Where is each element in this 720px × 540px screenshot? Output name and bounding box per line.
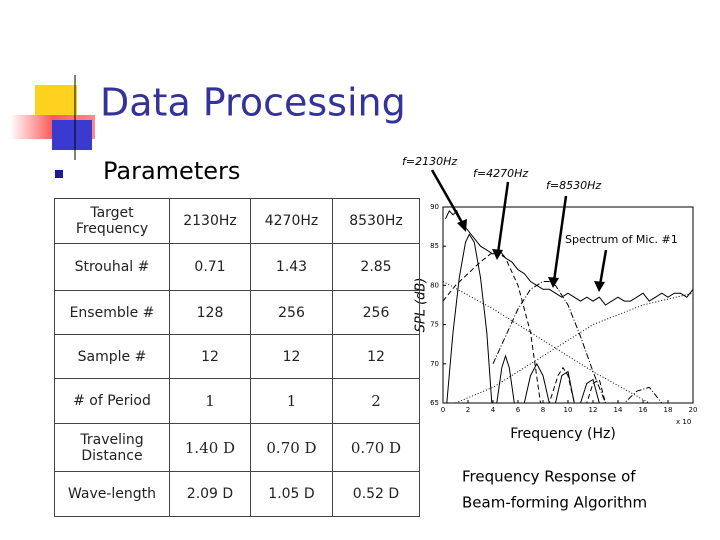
x-tick-label: 20 (689, 406, 698, 414)
table-cell: Strouhal # (54, 243, 170, 291)
y-tick-label: 85 (430, 242, 439, 250)
arrow (496, 181, 510, 254)
header-cell: Target Frequency (54, 198, 170, 244)
table-cell: 12 (250, 334, 333, 379)
header-cell: 2130Hz (169, 198, 251, 244)
series-line (442, 251, 606, 404)
header-cell: 8530Hz (332, 198, 420, 244)
y-tick-label: 80 (430, 281, 439, 289)
table-cell: 12 (169, 334, 251, 379)
table-cell: 0.70 D (250, 423, 333, 472)
table-cell: 1 (250, 378, 333, 424)
table-row: Traveling Distance 1.40 D 0.70 D 0.70 D (54, 423, 420, 472)
y-tick-label: 65 (430, 399, 439, 407)
table-cell: 0.70 D (332, 423, 420, 472)
series-line (442, 281, 650, 404)
table-cell: 0.52 D (332, 471, 420, 517)
bullet-text: Parameters (103, 157, 240, 185)
table-cell: 128 (169, 290, 251, 335)
table-cell: Ensemble # (54, 290, 170, 335)
chart: SPL (dB) Frequency (Hz) x 10 f=2130Hz f=… (402, 155, 697, 442)
series-line (455, 292, 694, 404)
arrowheads (457, 219, 605, 292)
x-tick-label: 12 (589, 406, 598, 414)
header-cell: 4270Hz (250, 198, 333, 244)
bullet-marker (55, 170, 63, 178)
deco-square (52, 120, 92, 150)
y-tick-label: 75 (430, 321, 439, 329)
x-tick-label: 14 (614, 406, 623, 414)
table-row: Sample #12 12 12 (54, 334, 420, 379)
arrowhead (594, 281, 605, 292)
table-cell: 256 (332, 290, 420, 335)
table-cell: 2 (332, 378, 420, 424)
arrow (552, 195, 568, 282)
annotation: f=8530Hz (546, 179, 601, 192)
table-cell: 0.71 (169, 243, 251, 291)
arrow (430, 169, 466, 227)
series-line (446, 233, 600, 404)
y-tick-label: 90 (430, 203, 439, 211)
table-cell: 1 (169, 378, 251, 424)
series-line (445, 210, 694, 306)
annotation: Spectrum of Mic. #1 (565, 233, 678, 246)
table-cell: Sample # (54, 334, 170, 379)
slide-title: Data Processing (100, 81, 406, 125)
x-axis-label: Frequency (Hz) (510, 426, 616, 442)
table-row: Strouhal #0.71 1.43 2.85 (54, 243, 420, 291)
x-multiplier: x 10 (676, 418, 691, 426)
y-tick-label: 70 (430, 360, 439, 368)
arrow (598, 249, 608, 286)
annotation: f=2130Hz (402, 155, 457, 168)
table-cell: 12 (332, 334, 420, 379)
x-tick-label: 16 (639, 406, 648, 414)
table-cell: 2.09 D (169, 471, 251, 517)
table-row: Wave-length 2.09 D 1.05 D 0.52 D (54, 471, 420, 517)
x-tick-label: 8 (541, 406, 545, 414)
table-cell: 1.40 D (169, 423, 251, 472)
x-tick-label: 0 (441, 406, 445, 414)
table-cell: 1.43 (250, 243, 333, 291)
caption-line: Beam-forming Algorithm (462, 494, 647, 512)
series-line (492, 281, 663, 404)
x-tick-label: 4 (491, 406, 496, 414)
table-cell: Traveling Distance (54, 423, 170, 472)
x-tick-label: 6 (516, 406, 521, 414)
x-tick-label: 18 (664, 406, 673, 414)
table-row: Ensemble #128 256 256 (54, 290, 420, 335)
table-cell: 1.05 D (250, 471, 333, 517)
arrowhead (548, 277, 559, 288)
table-row: # of Period 1 1 2 (54, 378, 420, 424)
table-row: Target Frequency 2130Hz 4270Hz 8530Hz (54, 198, 420, 244)
table-cell: Wave-length (54, 471, 170, 517)
table-cell: 2.85 (332, 243, 420, 291)
table-cell: # of Period (54, 378, 170, 424)
x-tick-label: 10 (564, 406, 573, 414)
x-tick-label: 2 (466, 406, 470, 414)
table-cell: 256 (250, 290, 333, 335)
annotation: f=4270Hz (473, 167, 528, 180)
parameter-table: Target Frequency 2130Hz 4270Hz 8530Hz Strouh… (54, 198, 420, 517)
arrows (430, 169, 608, 286)
arrowhead (457, 219, 467, 232)
caption-line: Frequency Response of (462, 468, 636, 486)
